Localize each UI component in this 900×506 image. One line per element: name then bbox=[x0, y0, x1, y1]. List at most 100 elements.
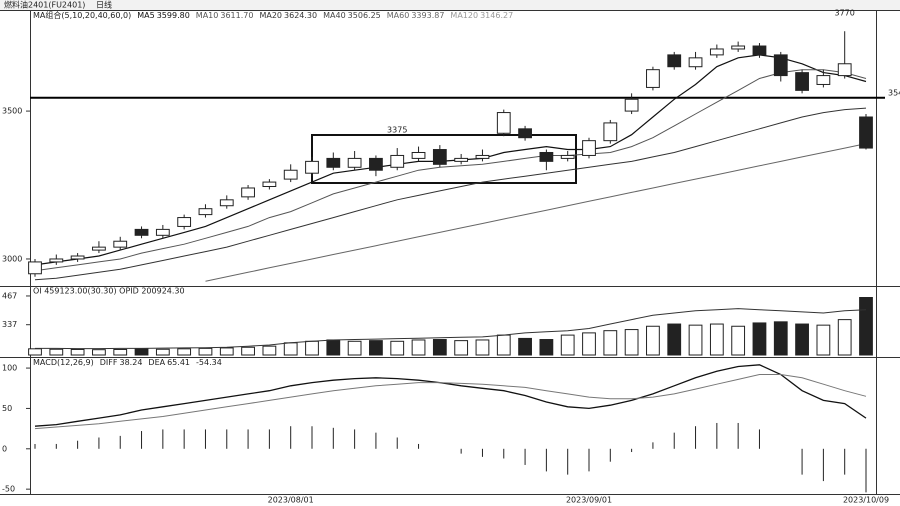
legend-item: MA20 bbox=[259, 11, 282, 20]
candle-body bbox=[475, 154, 490, 159]
y-tick-label: 3000 bbox=[2, 254, 22, 263]
candle-body bbox=[411, 151, 426, 159]
volume-bar bbox=[198, 347, 213, 356]
candle-body bbox=[241, 187, 255, 198]
ma-line bbox=[34, 107, 867, 281]
candle-body bbox=[560, 154, 575, 159]
candle-body bbox=[347, 157, 362, 168]
dea-line bbox=[34, 374, 867, 430]
candle-body bbox=[134, 228, 149, 236]
candle-body bbox=[518, 128, 532, 139]
volume-bar bbox=[134, 348, 149, 356]
candle-body bbox=[70, 255, 85, 260]
volume-bar bbox=[816, 324, 831, 356]
legend-item: DEA bbox=[148, 358, 165, 367]
volume-bar bbox=[305, 340, 319, 356]
volume-bar bbox=[219, 347, 234, 356]
period[interactable]: 日线 bbox=[96, 0, 112, 10]
legend-item: MA60 bbox=[387, 11, 410, 20]
volume-bar bbox=[475, 339, 490, 356]
oi-line bbox=[35, 308, 867, 350]
candle-body bbox=[219, 199, 234, 207]
candle-body bbox=[859, 116, 873, 149]
volume-bar bbox=[155, 348, 170, 356]
candle-body bbox=[49, 258, 64, 263]
y-tick-label: 0 bbox=[2, 444, 7, 453]
legend-item: MA40 bbox=[323, 11, 346, 20]
candle-body bbox=[390, 154, 405, 168]
legend-item: 3393.87 bbox=[411, 11, 444, 20]
volume-bar bbox=[603, 330, 618, 356]
candle-body bbox=[177, 217, 192, 227]
volume-bar bbox=[560, 334, 575, 356]
legend-item: -54.34 bbox=[196, 358, 222, 367]
legend-item: MACD(12,26,9) bbox=[33, 358, 94, 367]
volume-bar bbox=[773, 321, 788, 356]
candle-body bbox=[155, 228, 170, 236]
y-tick-label: 50 bbox=[2, 404, 12, 413]
volume-bar bbox=[731, 325, 746, 356]
candle-body bbox=[454, 157, 469, 162]
volume-bar bbox=[113, 348, 128, 356]
candle-body bbox=[283, 169, 298, 180]
macd-legend: MACD(12,26,9) DIFF 38.24 DEA 65.41 -54.34 bbox=[33, 358, 222, 367]
ma-line bbox=[34, 54, 867, 266]
candle-body bbox=[667, 54, 682, 68]
volume-bar bbox=[688, 324, 703, 356]
y-tick-label: -50 bbox=[2, 485, 15, 494]
candle-body bbox=[198, 208, 213, 216]
volume-bar bbox=[454, 340, 469, 356]
volume-bar bbox=[859, 297, 873, 356]
volume-bar bbox=[518, 337, 532, 356]
legend-item: 3611.70 bbox=[220, 11, 253, 20]
y-tick-label: 100 bbox=[2, 364, 17, 373]
candle-body bbox=[113, 240, 128, 248]
price-annotation: 3375 bbox=[387, 126, 407, 135]
candle-body bbox=[28, 261, 42, 275]
candle-body bbox=[688, 57, 703, 68]
legend-item: 3599.80 bbox=[157, 11, 190, 20]
candle-body bbox=[262, 181, 277, 188]
volume-bar bbox=[837, 319, 852, 356]
diff-line bbox=[34, 364, 867, 427]
candle-body bbox=[752, 45, 767, 56]
candle-body bbox=[603, 122, 618, 142]
volume-bar bbox=[70, 348, 85, 356]
candle-body bbox=[773, 54, 788, 77]
candle-body bbox=[837, 63, 852, 77]
volume-bar bbox=[624, 329, 639, 356]
candle-body bbox=[709, 48, 724, 56]
volume-bar bbox=[752, 322, 767, 356]
ma-legend: MA组合(5,10,20,40,60,0) MA5 3599.80 MA10 3611.… bbox=[33, 10, 513, 20]
volume-bar bbox=[369, 340, 383, 356]
toolbar bbox=[0, 0, 900, 10]
legend-item: 3146.27 bbox=[480, 11, 513, 20]
candle-body bbox=[816, 75, 831, 85]
volume-bar bbox=[262, 345, 277, 356]
volume-bar bbox=[795, 323, 809, 356]
candle-body bbox=[432, 149, 447, 165]
symbol: 燃料油2401(FU2401) bbox=[4, 0, 85, 10]
x-tick-label: 2023/10/09 bbox=[843, 496, 889, 505]
legend-item: 65.41 bbox=[167, 358, 190, 367]
candle-body bbox=[326, 157, 341, 168]
y-tick-label: 3500 bbox=[2, 107, 22, 116]
volume-bar bbox=[390, 340, 405, 356]
candle-body bbox=[731, 45, 746, 50]
candle-body bbox=[92, 246, 106, 251]
candle-body bbox=[646, 69, 660, 88]
volume-bar bbox=[283, 342, 298, 356]
volume-bar bbox=[432, 339, 447, 356]
volume-bar bbox=[496, 334, 511, 356]
panel-title: OI 459123.00(30.30) OPID 200924.30 bbox=[33, 287, 185, 296]
volume-bar bbox=[326, 339, 341, 356]
y-tick-label: 467 bbox=[2, 291, 17, 300]
legend-item: 3624.30 bbox=[284, 11, 317, 20]
volume-bar bbox=[241, 346, 255, 356]
volume-bar bbox=[177, 348, 192, 356]
x-tick-label: 2023/09/01 bbox=[566, 496, 612, 505]
legend-item: 38.24 bbox=[120, 358, 143, 367]
candle-body bbox=[369, 157, 383, 171]
volume-bar bbox=[28, 348, 42, 356]
